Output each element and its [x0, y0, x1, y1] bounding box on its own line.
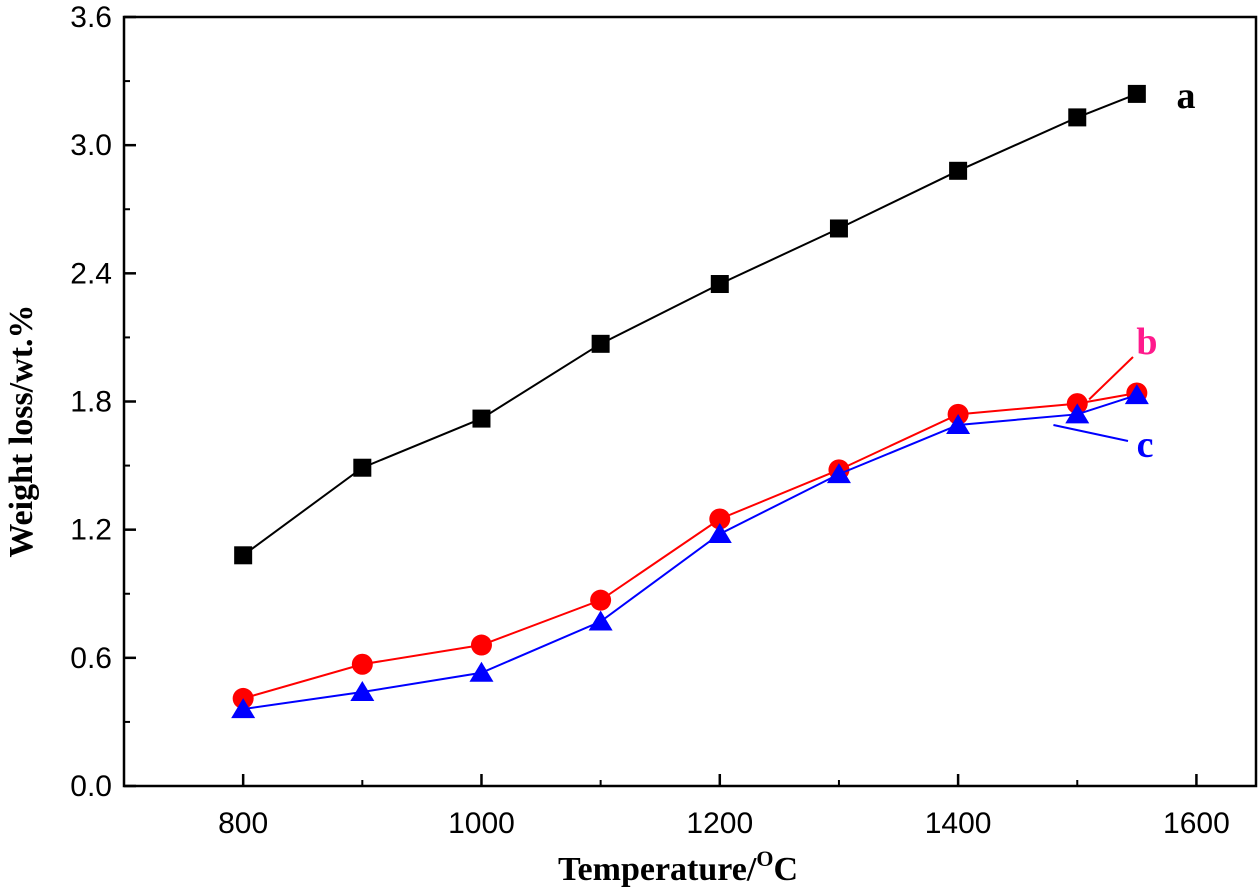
- series-label-a: a: [1177, 75, 1196, 117]
- point-a: [472, 409, 491, 428]
- point-a: [353, 458, 372, 477]
- point-b: [470, 634, 492, 656]
- point-a: [1127, 84, 1146, 103]
- series-label-b: b: [1136, 321, 1157, 363]
- point-c: [231, 698, 256, 719]
- point-a: [710, 275, 729, 294]
- x-tick-label: 1000: [448, 807, 515, 840]
- point-c: [707, 522, 732, 543]
- point-a: [829, 219, 848, 238]
- y-tick-label: 0.0: [70, 770, 112, 803]
- point-a: [1068, 108, 1087, 127]
- point-b: [590, 589, 612, 611]
- series-leader-c: [1053, 424, 1129, 442]
- y-tick-label: 2.4: [70, 257, 112, 290]
- point-c: [350, 681, 375, 702]
- series-leader-b: [1088, 356, 1134, 401]
- series-label-c: c: [1137, 424, 1154, 466]
- y-tick-label: 1.2: [70, 514, 112, 547]
- x-tick-label: 1200: [686, 807, 753, 840]
- y-axis-title: Weight loss/wt.%: [3, 304, 40, 557]
- point-b: [351, 653, 373, 675]
- point-c: [1124, 384, 1149, 405]
- point-a: [591, 334, 610, 353]
- point-c: [469, 661, 494, 682]
- x-tick-label: 1400: [925, 807, 992, 840]
- y-tick-label: 1.8: [70, 386, 112, 419]
- series-line-b: [242, 391, 1138, 700]
- x-tick-label: 800: [218, 807, 268, 840]
- point-c: [1065, 403, 1090, 424]
- x-tick-label: 1600: [1163, 807, 1230, 840]
- point-a: [234, 546, 253, 565]
- x-axis-title: Temperature/OC: [558, 846, 798, 888]
- point-c: [826, 463, 851, 484]
- point-c: [946, 413, 971, 434]
- point-a: [949, 161, 968, 180]
- point-c: [588, 610, 613, 631]
- y-tick-label: 3.6: [70, 1, 112, 34]
- series-line-a: [242, 92, 1138, 557]
- y-tick-label: 0.6: [70, 642, 112, 675]
- y-tick-label: 3.0: [70, 129, 112, 162]
- point-b: [709, 508, 731, 530]
